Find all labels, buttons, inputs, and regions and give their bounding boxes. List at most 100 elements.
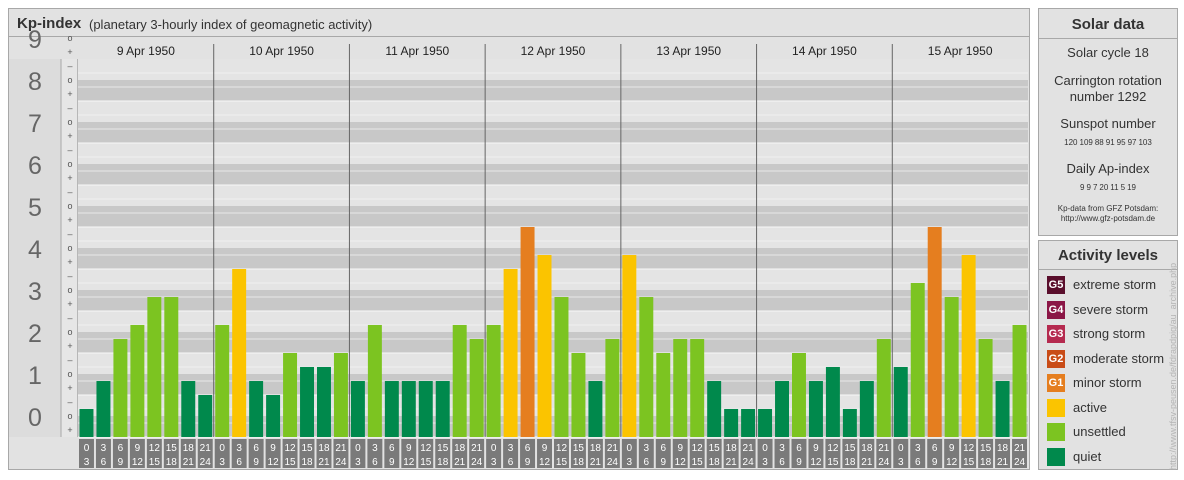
kp-bar (130, 324, 145, 437)
kp-bar (79, 408, 94, 437)
interval-cell (231, 439, 247, 468)
activity-levels-title: Activity levels (1057, 247, 1159, 264)
kp-bar (825, 366, 840, 437)
interval-end-label: 12 (268, 457, 280, 468)
interval-start-label: 9 (949, 443, 955, 454)
interval-start-label: 15 (709, 443, 721, 454)
interval-start-label: 6 (796, 443, 802, 454)
kp-bar (808, 381, 823, 437)
interval-end-label: 9 (389, 457, 395, 468)
activity-swatch: G5 (1047, 276, 1065, 294)
activity-level-severe-storm: G4 severe storm (1047, 300, 1177, 320)
y-sub-tick: – (67, 61, 72, 71)
interval-cell (452, 439, 468, 468)
interval-end-label: 24 (607, 457, 619, 468)
chart-subtitle: (planetary 3-hourly index of geomagnetic… (89, 17, 373, 32)
activity-swatch: G1 (1047, 374, 1065, 392)
activity-swatch: G4 (1047, 300, 1065, 319)
activity-divider (1039, 269, 1177, 270)
interval-end-label: 6 (644, 457, 650, 468)
interval-start-label: 6 (118, 443, 124, 454)
interval-start-label: 15 (844, 443, 856, 454)
interval-start-label: 6 (660, 443, 666, 454)
y-tick-label: 1 (28, 362, 42, 390)
interval-end-label: 9 (525, 457, 531, 468)
activity-level-extreme-storm: G5 extreme storm (1047, 275, 1177, 295)
interval-start-label: 3 (644, 443, 650, 454)
kp-bar (927, 227, 942, 437)
interval-start-label: 21 (335, 443, 347, 454)
interval-cell (587, 439, 603, 468)
grid-band-dark (78, 290, 1028, 311)
y-tick-label: 2 (28, 320, 42, 348)
interval-start-label: 6 (253, 443, 259, 454)
interval-end-label: 15 (827, 457, 839, 468)
interval-end-label: 15 (420, 457, 432, 468)
interval-end-label: 21 (454, 457, 466, 468)
interval-cell (1012, 439, 1027, 468)
kp-bar (300, 366, 314, 437)
interval-end-label: 24 (335, 457, 347, 468)
interval-cell (604, 439, 620, 468)
solar-cycle: Solar cycle 18 (1067, 45, 1149, 60)
interval-start-label: 0 (627, 443, 633, 454)
interval-start-label: 0 (898, 443, 904, 454)
interval-cell (893, 439, 909, 468)
interval-end-label: 9 (932, 457, 938, 468)
interval-start-label: 3 (372, 443, 378, 454)
kp-bar (164, 297, 179, 437)
interval-start-label: 15 (573, 443, 585, 454)
interval-cell (486, 439, 502, 468)
kp-bar (724, 408, 739, 437)
y-sub-tick: o (67, 411, 72, 421)
interval-end-label: 21 (590, 457, 602, 468)
activity-label: unsettled (1073, 424, 1126, 439)
activity-level-minor-storm: G1 minor storm (1047, 373, 1177, 393)
interval-end-label: 18 (437, 457, 449, 468)
y-sub-tick: o (67, 201, 72, 211)
grid-band-dark (78, 332, 1028, 353)
interval-cell (621, 439, 637, 468)
interval-start-label: 0 (491, 443, 497, 454)
sunspot-value: 88 (1094, 138, 1104, 147)
activity-label: extreme storm (1073, 277, 1157, 292)
kp-bar (232, 269, 247, 437)
grid-band-light (78, 269, 1028, 290)
kp-bar (317, 366, 331, 437)
activity-swatch (1047, 423, 1065, 441)
ap-value: 20 (1099, 183, 1109, 192)
kp-bar (876, 339, 891, 437)
interval-cell (214, 439, 230, 468)
kp-bar (842, 408, 857, 437)
kp-bar (401, 381, 416, 437)
interval-end-label: 12 (132, 457, 144, 468)
y-sub-tick: + (67, 215, 72, 225)
solar-divider (1039, 38, 1177, 39)
activity-swatch (1047, 398, 1065, 417)
kp-bar (707, 381, 722, 437)
interval-cell (723, 439, 739, 468)
y-sub-tick: + (67, 341, 72, 351)
activity-level-strong-storm: G3 strong storm (1047, 324, 1177, 344)
activity-level-quiet: quiet (1047, 447, 1177, 467)
interval-start-label: 12 (420, 443, 432, 454)
y-sub-tick: + (67, 173, 72, 183)
interval-end-label: 21 (726, 457, 738, 468)
interval-end-label: 9 (118, 457, 124, 468)
kp-bar (775, 381, 789, 437)
activity-swatch (1047, 447, 1065, 466)
source-watermark: http://www.tfsv-peusen.de/fdrapdpig/au_a… (1168, 262, 1178, 470)
kp-bar (452, 324, 467, 437)
grid-band-light (78, 143, 1028, 164)
kp-bar (113, 339, 128, 437)
interval-cell (350, 439, 366, 468)
grid-band-dark (78, 206, 1028, 227)
y-sub-tick: o (67, 117, 72, 127)
interval-start-label: 18 (726, 443, 738, 454)
interval-cell (418, 439, 434, 468)
interval-cell (672, 439, 688, 468)
sunspot-values: 120 109 88 91 95 97 103 (1039, 138, 1177, 147)
interval-end-label: 9 (796, 457, 802, 468)
activity-label: strong storm (1073, 326, 1146, 341)
interval-cell (299, 439, 315, 468)
